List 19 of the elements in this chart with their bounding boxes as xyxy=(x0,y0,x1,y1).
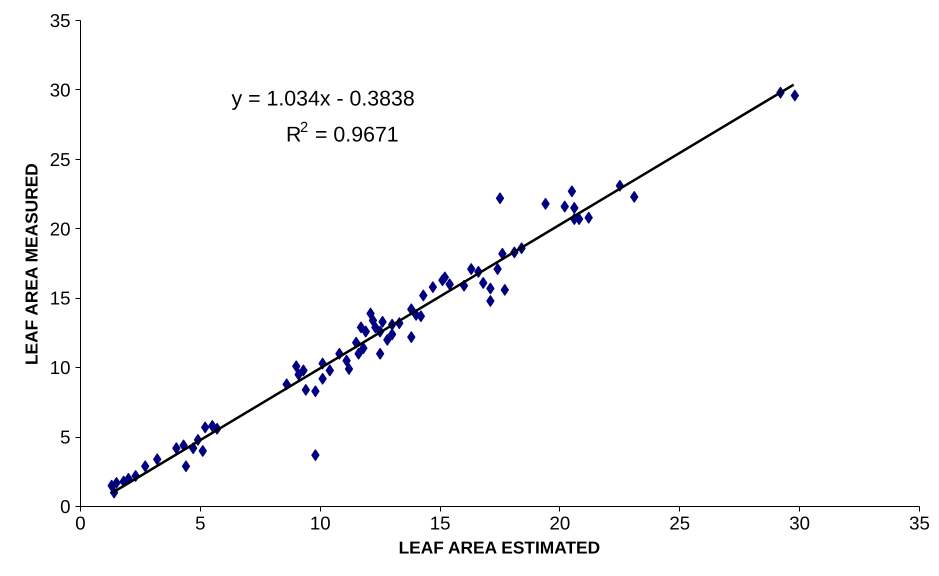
y-tick-label: 0 xyxy=(60,496,71,517)
x-axis-title: LEAF AREA ESTIMATED xyxy=(398,538,600,558)
x-tick-label: 15 xyxy=(430,512,450,534)
y-tick-label: 10 xyxy=(50,357,71,378)
y-tick-label: 5 xyxy=(60,426,71,448)
y-tick-label: 20 xyxy=(50,218,71,240)
x-tick-label: 25 xyxy=(669,512,690,534)
y-tick-label: 15 xyxy=(50,288,71,309)
x-tick-label: 5 xyxy=(195,512,206,534)
x-tick-label: 0 xyxy=(75,512,86,534)
x-tick-label: 10 xyxy=(310,512,331,534)
x-tick-label: 35 xyxy=(909,512,930,534)
y-tick-label: 25 xyxy=(50,148,71,170)
x-tick-label: 30 xyxy=(789,512,810,534)
y-tick-label: 30 xyxy=(50,79,71,100)
x-tick-label: 20 xyxy=(550,512,570,534)
annotation: y = 1.034x - 0.3838 xyxy=(232,86,415,110)
y-tick-label: 35 xyxy=(50,10,71,31)
y-axis-title: LEAF AREA MEASURED xyxy=(22,163,42,366)
